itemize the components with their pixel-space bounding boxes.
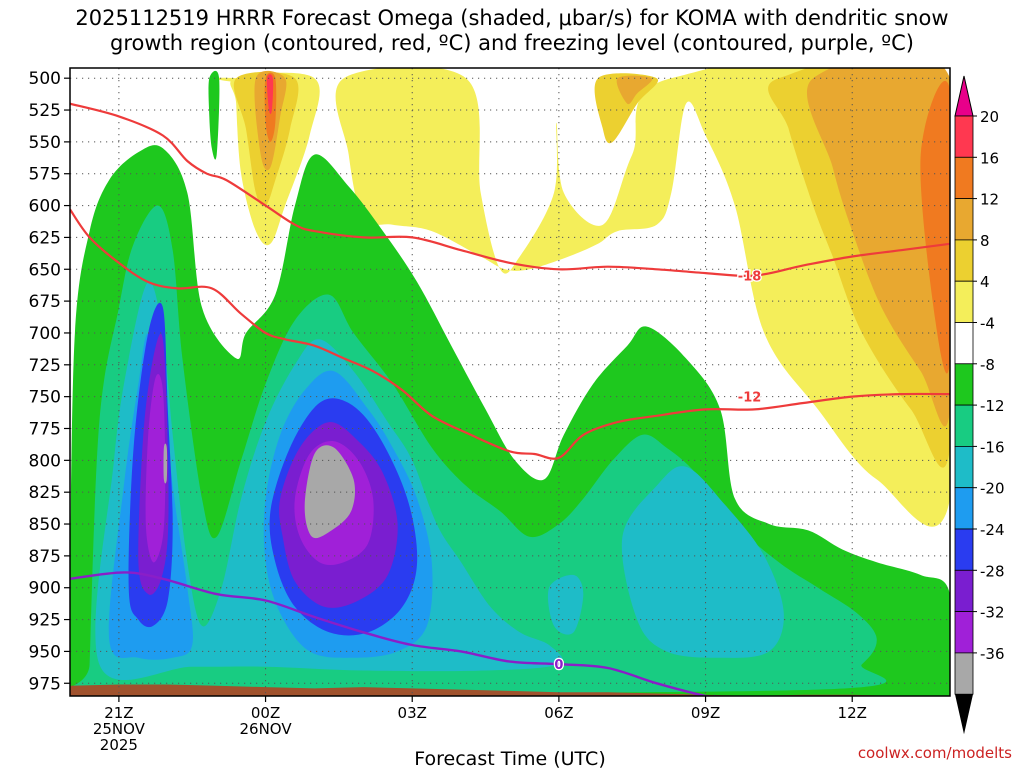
colorbar-swatch-2 [954,198,974,241]
colorbar-swatch-8 [954,445,974,489]
colorbar-label-5: -4 [980,315,995,333]
x-tick-label-03Z-0: 03Z [398,704,427,722]
y-axis: 500 525 550 575 600 625 650 675 700 725 750 775 800 8… [29,69,70,694]
y-tick-label-500: 500 [29,69,61,89]
y-tick-label-800: 800 [29,451,61,471]
colorbar-swatch-11 [954,569,974,612]
colorbar-bottom-arrow [955,694,973,735]
terrain-ground [70,684,950,696]
omega-region--12-2 [621,466,784,658]
dgz-contour--12-label: -12 [738,391,762,406]
omega-shading [70,68,950,696]
omega-region-12-1 [807,68,950,427]
colorbar-label-8: -16 [980,438,1005,456]
credit-link[interactable]: coolwx.com/modelts [857,744,1012,762]
omega-region-8-0 [594,73,659,144]
colorbar-swatch-5 [954,322,974,365]
x-tick-label-09Z-0: 09Z [691,704,720,722]
colorbar-swatch-4 [954,280,974,323]
colorbar-label-2: 12 [980,191,999,209]
colorbar-label-9: -20 [980,480,1005,498]
colorbar-label-12: -32 [980,604,1005,622]
y-tick-label-700: 700 [29,324,61,344]
y-tick-label-875: 875 [29,547,61,567]
omega-region-20-0 [266,74,274,114]
omega-region-16-1 [920,81,950,374]
x-axis-label: Forecast Time (UTC) [414,748,605,768]
y-tick-label-775: 775 [29,419,61,439]
colorbar: 20 16 12 8 4 -4 -8 -12 -16 -20 -24 -28 -32 -36 [954,75,1005,735]
y-tick-label-650: 650 [29,260,61,280]
omega-region--32-0 [163,443,168,484]
y-tick-label-950: 950 [29,642,61,662]
colorbar-swatch-13 [954,652,974,695]
y-tick-label-925: 925 [29,611,61,631]
y-tick-label-625: 625 [29,228,61,248]
contour-lines: -18 -12 0 [70,102,950,696]
x-tick-label-00Z-1: 26NOV [239,720,292,738]
omega-region-4-0 [335,68,950,527]
colorbar-label-11: -28 [980,562,1005,580]
colorbar-label-6: -8 [980,356,995,374]
colorbar-label-0: 20 [980,108,999,126]
x-tick-label-00Z-0: 00Z [251,704,280,722]
colorbar-swatch-0 [954,115,974,158]
colorbar-swatch-1 [954,156,974,200]
y-tick-label-750: 750 [29,388,61,408]
colorbar-label-7: -12 [980,397,1005,415]
dgz-contour--18 [70,102,950,278]
colorbar-swatch-9 [954,487,974,530]
y-tick-label-575: 575 [29,165,61,185]
colorbar-swatch-10 [954,528,974,571]
colorbar-label-1: 16 [980,149,999,167]
x-tick-label-21Z-0: 21Z [104,704,133,722]
omega-region--4-1 [208,70,220,160]
colorbar-label-4: 4 [980,273,990,291]
colorbar-top-arrow [954,75,974,117]
omega-region--32-1 [304,445,356,539]
colorbar-swatch-12 [954,611,974,654]
y-tick-label-975: 975 [29,674,61,694]
colorbar-label-3: 8 [980,232,990,250]
colorbar-label-10: -24 [980,521,1005,539]
freezing-level-contour-label: 0 [554,658,563,673]
y-tick-label-550: 550 [29,133,61,153]
y-tick-label-675: 675 [29,292,61,312]
x-tick-label-21Z-2: 2025 [100,736,138,754]
y-tick-label-850: 850 [29,515,61,535]
dgz-contour--12 [70,208,950,460]
freezing-level-contour [70,571,716,696]
omega-region-12-0 [616,75,653,105]
dgz-contour--18-label: -18 [738,270,762,285]
x-tick-label-06Z-0: 06Z [544,704,573,722]
x-tick-label-21Z-1: 25NOV [93,720,146,738]
colorbar-swatch-6 [954,363,974,406]
y-tick-label-825: 825 [29,483,61,503]
colorbar-swatch-3 [954,239,974,282]
colorbar-label-13: -36 [980,645,1005,663]
chart-title: 2025112519 HRRR Forecast Omega (shaded, … [75,6,949,55]
y-tick-label-900: 900 [29,579,61,599]
colorbar-swatch-7 [954,404,974,447]
omega-region--28-0 [145,373,166,563]
y-tick-label-525: 525 [29,101,61,121]
plot-frame [69,67,951,697]
y-tick-label-725: 725 [29,356,61,376]
y-tick-label-600: 600 [29,197,61,217]
x-tick-label-12Z-0: 12Z [838,704,867,722]
